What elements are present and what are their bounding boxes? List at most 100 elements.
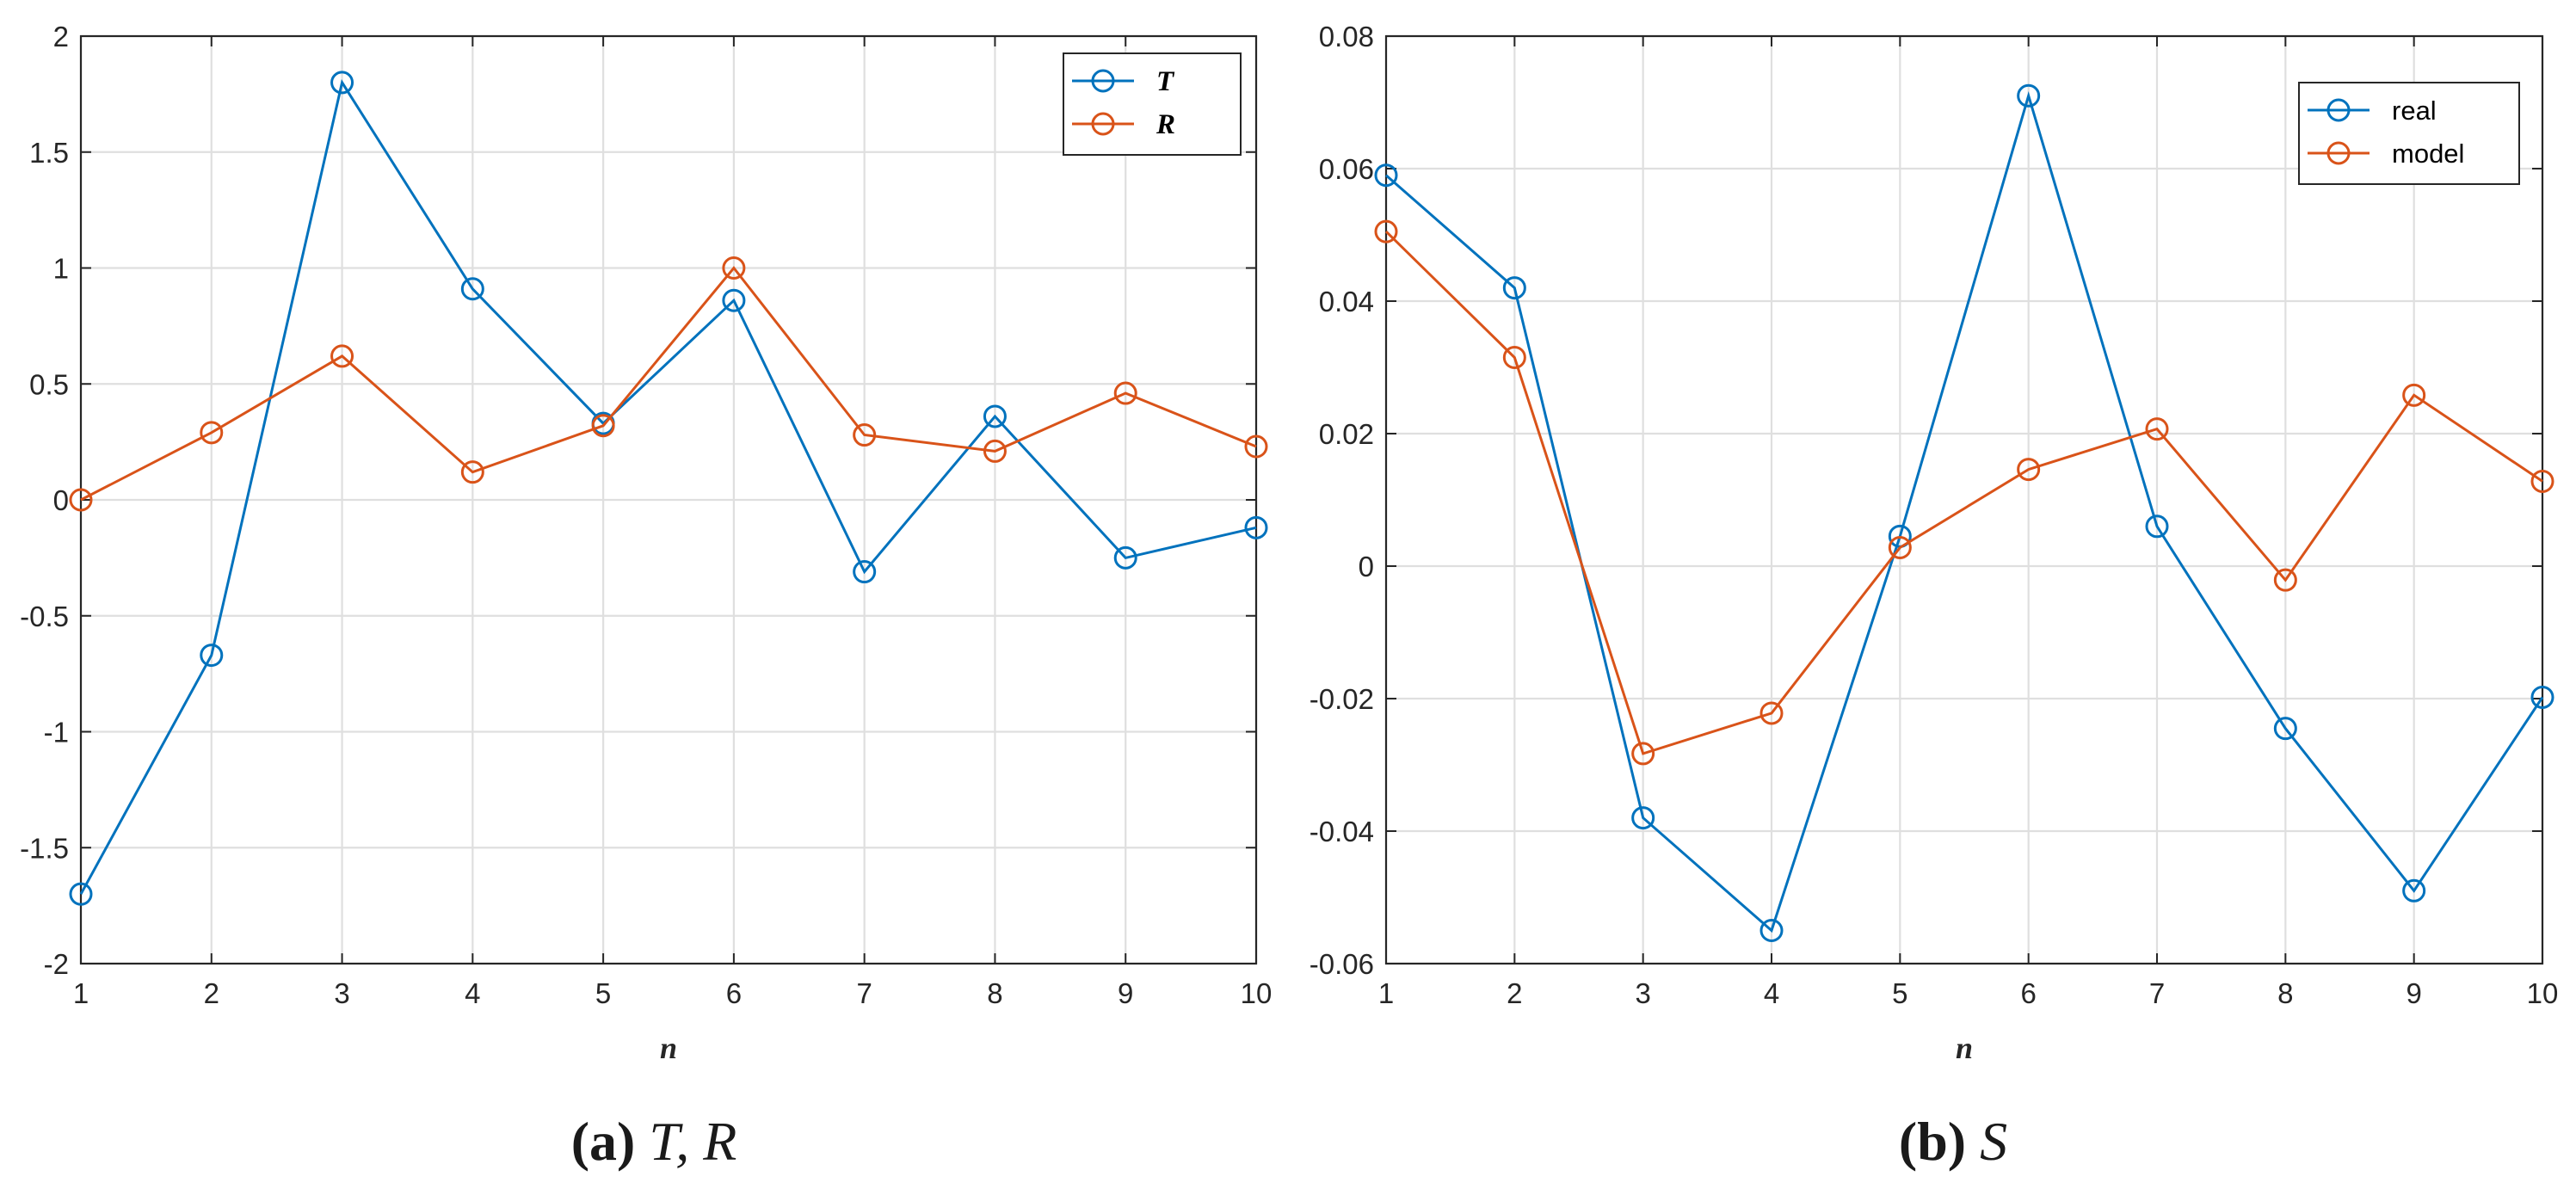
x-tick-label: 7 — [2149, 977, 2165, 1009]
caption: (b) S — [1899, 1111, 2007, 1172]
data-point-T — [983, 404, 1007, 428]
x-axis-label: n — [1956, 1031, 1973, 1065]
y-tick-label: 1 — [53, 253, 69, 285]
caption-text: T, R — [649, 1111, 736, 1172]
data-point-R — [983, 439, 1007, 463]
data-point-model — [2402, 383, 2426, 407]
y-tick-label: 0.5 — [29, 368, 69, 400]
y-tick-label: -0.5 — [20, 601, 69, 632]
data-point-R — [1244, 434, 1268, 459]
legend-label-real: real — [2392, 96, 2437, 126]
data-point-T — [460, 277, 484, 301]
data-point-T — [330, 71, 354, 95]
data-point-T — [69, 882, 93, 906]
legend-box — [1063, 52, 1242, 156]
x-tick-label: 1 — [1378, 977, 1394, 1009]
data-point-R — [591, 414, 615, 438]
data-point-model — [1502, 345, 1526, 369]
data-point-model — [2530, 469, 2554, 493]
data-point-real — [2273, 717, 2297, 741]
legend-marker-T — [1091, 69, 1115, 93]
x-tick-label: 8 — [987, 977, 1002, 1009]
x-tick-label: 9 — [2406, 977, 2421, 1009]
data-point-R — [330, 344, 354, 368]
series-line-R — [80, 266, 1257, 502]
caption-tag: (b) — [1899, 1111, 1966, 1172]
y-tick-label: 1.5 — [29, 137, 69, 169]
x-tick-label: 10 — [1241, 977, 1273, 1009]
data-point-T — [1113, 545, 1137, 570]
data-point-real — [1759, 919, 1784, 942]
data-point-T — [853, 560, 877, 584]
data-point-R — [460, 460, 484, 484]
legend-label-T: T — [1156, 66, 1175, 97]
legend: TR — [1063, 52, 1242, 156]
x-tick-label: 7 — [856, 977, 872, 1009]
x-tick-label: 9 — [1118, 977, 1133, 1009]
legend-marker-R — [1091, 112, 1115, 136]
y-tick-label: -0.02 — [1310, 683, 1374, 715]
data-point-real — [1631, 806, 1655, 830]
data-point-model — [2145, 417, 2169, 441]
data-point-T — [1244, 515, 1268, 539]
data-point-real — [2017, 83, 2041, 108]
y-tick-label: -2 — [44, 948, 69, 980]
data-point-T — [722, 288, 746, 312]
x-tick-label: 6 — [726, 977, 742, 1009]
chart-a: 1 2 3 4 5 6 7 8 9 10 -2 -1.5 -1 -0.5 0 0.5 1 1.5 2 n TR (a) T,… — [20, 21, 1272, 1172]
data-point-R — [69, 488, 93, 512]
data-point-real — [2530, 685, 2554, 709]
data-point-model — [1759, 701, 1784, 725]
caption-tag: (a) — [571, 1111, 636, 1172]
data-point-real — [1374, 163, 1398, 188]
y-tick-label: -1 — [44, 717, 69, 749]
data-point-real — [2145, 514, 2169, 539]
axes-box — [1384, 34, 2544, 965]
x-tick-label: 10 — [2527, 977, 2559, 1009]
chart-b: 1 2 3 4 5 6 7 8 9 10 -0.06 -0.04 -0.02 0 0.02 0.04 0.06 0… — [1310, 21, 2559, 1172]
caption: (a) T, R — [571, 1111, 737, 1172]
caption-text: S — [1980, 1111, 2007, 1172]
data-point-model — [1374, 219, 1398, 243]
data-point-T — [200, 644, 224, 668]
x-tick-label: 8 — [2277, 977, 2293, 1009]
x-tick-label: 6 — [2020, 977, 2036, 1009]
data-point-R — [722, 256, 746, 280]
series-line-T — [79, 79, 1257, 895]
y-tick-label: 0 — [53, 484, 69, 516]
data-point-model — [1631, 742, 1655, 766]
y-tick-label: 0 — [1359, 551, 1374, 582]
legend: real model — [2298, 82, 2520, 185]
x-axis-label: n — [660, 1031, 677, 1065]
legend-marker-real — [2326, 98, 2351, 122]
x-tick-label: 4 — [465, 977, 480, 1009]
x-tick-label: 5 — [1892, 977, 1907, 1009]
x-tick-label: 1 — [73, 977, 89, 1009]
x-tick-label: 2 — [1507, 977, 1522, 1009]
x-tick-label: 4 — [1764, 977, 1779, 1009]
data-point-real — [1502, 276, 1526, 300]
y-tick-label: 0.06 — [1319, 153, 1374, 185]
data-point-real — [2402, 878, 2426, 903]
y-tick-label: -0.04 — [1310, 816, 1374, 847]
data-point-model — [1888, 535, 1912, 559]
y-tick-label: -0.06 — [1310, 948, 1374, 980]
x-tick-label: 5 — [595, 977, 611, 1009]
y-tick-label: 0.02 — [1319, 418, 1374, 450]
legend-label-model: model — [2392, 139, 2464, 169]
x-tick-label: 2 — [204, 977, 219, 1009]
y-tick-label: 0.04 — [1319, 286, 1374, 317]
y-tick-label: 0.08 — [1319, 21, 1374, 52]
x-tick-label: 3 — [1635, 977, 1650, 1009]
legend-marker-model — [2326, 141, 2351, 165]
data-point-model — [2273, 568, 2297, 592]
data-point-R — [853, 423, 877, 447]
data-point-R — [200, 421, 224, 445]
legend-label-R: R — [1156, 109, 1175, 140]
data-point-model — [2017, 458, 2041, 482]
x-tick-label: 3 — [334, 977, 349, 1009]
data-point-R — [1113, 381, 1137, 405]
series-line-model — [1384, 231, 2543, 755]
y-tick-label: -1.5 — [20, 832, 69, 864]
